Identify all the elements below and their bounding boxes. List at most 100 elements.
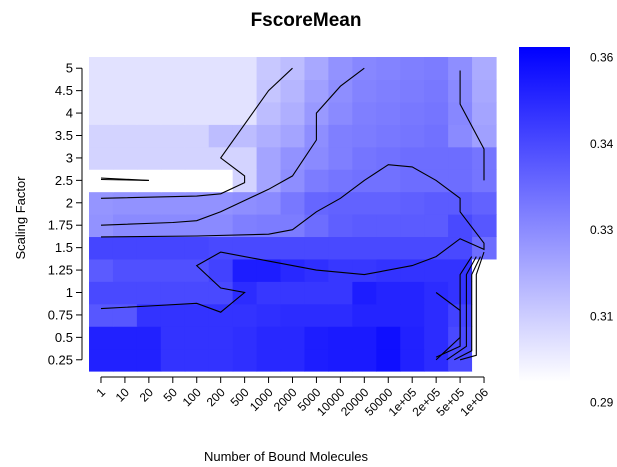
heatmap-cell [304, 57, 330, 81]
heatmap-cell [328, 191, 353, 215]
heatmap-cell [424, 57, 449, 81]
heatmap-cell [304, 348, 330, 372]
heatmap-cell [472, 214, 497, 238]
contour-line [454, 256, 481, 361]
heatmap-cell [304, 326, 330, 350]
x-tick-label: 50 [161, 385, 181, 405]
heatmap-cell [256, 281, 282, 305]
heatmap-cell [160, 281, 186, 305]
heatmap-cell [232, 124, 258, 148]
y-tick-label: 1.25 [48, 263, 73, 278]
heatmap-cell [160, 79, 186, 103]
heatmap-cell [400, 303, 425, 327]
heatmap-cell [280, 79, 306, 103]
heatmap-cell [424, 191, 449, 215]
heatmap-cells [89, 57, 497, 372]
heatmap-cell [352, 191, 377, 215]
heatmap-cell [424, 79, 449, 103]
heatmap-cell [280, 169, 306, 193]
heatmap-cell [472, 348, 497, 372]
contour-lines [100, 67, 485, 361]
heatmap-cell [136, 79, 162, 103]
x-tick-label: 2000 [271, 385, 300, 414]
heatmap-cell [448, 236, 473, 260]
heatmap-cell [280, 191, 306, 215]
y-tick-label: 3.5 [55, 128, 73, 143]
heatmap-cell [232, 326, 258, 350]
heatmap-cell [352, 236, 377, 260]
heatmap-cell [352, 124, 377, 148]
y-tick-label: 3 [66, 150, 73, 165]
heatmap-cell [352, 57, 377, 81]
heatmap-cell [232, 191, 258, 215]
heatmap-cell [112, 79, 138, 103]
heatmap-cell [89, 191, 114, 215]
heatmap-cell [112, 191, 138, 215]
heatmap-cell [448, 146, 473, 170]
heatmap-cell [328, 281, 353, 305]
heatmap-cell [232, 258, 258, 282]
heatmap-cell [256, 348, 282, 372]
heatmap-cell [208, 124, 234, 148]
y-tick-label: 4 [66, 106, 73, 121]
heatmap-cell [352, 326, 377, 350]
colorbar-ticks: 0.36 0.34 0.33 0.31 0.29 [590, 51, 614, 410]
heatmap-cell [184, 258, 210, 282]
heatmap-cell [160, 57, 186, 81]
heatmap-cell [376, 191, 401, 215]
heatmap-cell [328, 57, 353, 81]
heatmap-cell [448, 57, 473, 81]
y-tick-label: 1 [66, 285, 73, 300]
heatmap-cell [184, 124, 210, 148]
chart-title: FscoreMean [251, 10, 362, 31]
heatmap-cell [304, 281, 330, 305]
heatmap-cell [328, 236, 353, 260]
heatmap-cell [256, 191, 282, 215]
heatmap-cell [160, 326, 186, 350]
heatmap-cell [328, 146, 353, 170]
y-tick-label: 1.5 [55, 240, 73, 255]
heatmap-cell [424, 214, 449, 238]
colorbar-tick-label: 0.31 [590, 309, 614, 323]
colorbar [519, 47, 570, 382]
heatmap-cell [328, 303, 353, 327]
heatmap-cell [184, 326, 210, 350]
heatmap-cell [304, 214, 330, 238]
heatmap-cell [232, 101, 258, 125]
heatmap-cell [184, 281, 210, 305]
heatmap-cell [280, 258, 306, 282]
x-axis: 1 10 20 50 100 200 500100020005000100002000050… [93, 376, 491, 419]
heatmap-cell [304, 146, 330, 170]
heatmap-cell [400, 348, 425, 372]
y-tick-label: 1.75 [48, 218, 73, 233]
heatmap-cell [472, 258, 497, 282]
y-tick-label: 0.75 [48, 307, 73, 322]
heatmap-cell [376, 169, 401, 193]
heatmap-cell [304, 303, 330, 327]
heatmap-cell [472, 303, 497, 327]
heatmap-cell [89, 79, 114, 103]
heatmap-cell [256, 303, 282, 327]
heatmap-cell [112, 169, 138, 193]
heatmap-cell [232, 146, 258, 170]
heatmap-cell [256, 57, 282, 81]
heatmap-cell [208, 101, 234, 125]
heatmap-cell [448, 214, 473, 238]
heatmap-cell [208, 57, 234, 81]
heatmap-cell [424, 258, 449, 282]
y-tick-label: 2 [66, 195, 73, 210]
heatmap-cell [112, 101, 138, 125]
heatmap-cell [352, 101, 377, 125]
heatmap-cell [208, 258, 234, 282]
heatmap-cell [160, 146, 186, 170]
heatmap-cell [256, 236, 282, 260]
contour-line [100, 164, 485, 313]
heatmap-cell [184, 348, 210, 372]
x-tick-label: 200 [204, 385, 228, 409]
heatmap-cell [208, 348, 234, 372]
heatmap-cell [256, 124, 282, 148]
heatmap-cell [136, 191, 162, 215]
heatmap-cell [400, 169, 425, 193]
heatmap-cell [400, 258, 425, 282]
heatmap-cell [256, 101, 282, 125]
